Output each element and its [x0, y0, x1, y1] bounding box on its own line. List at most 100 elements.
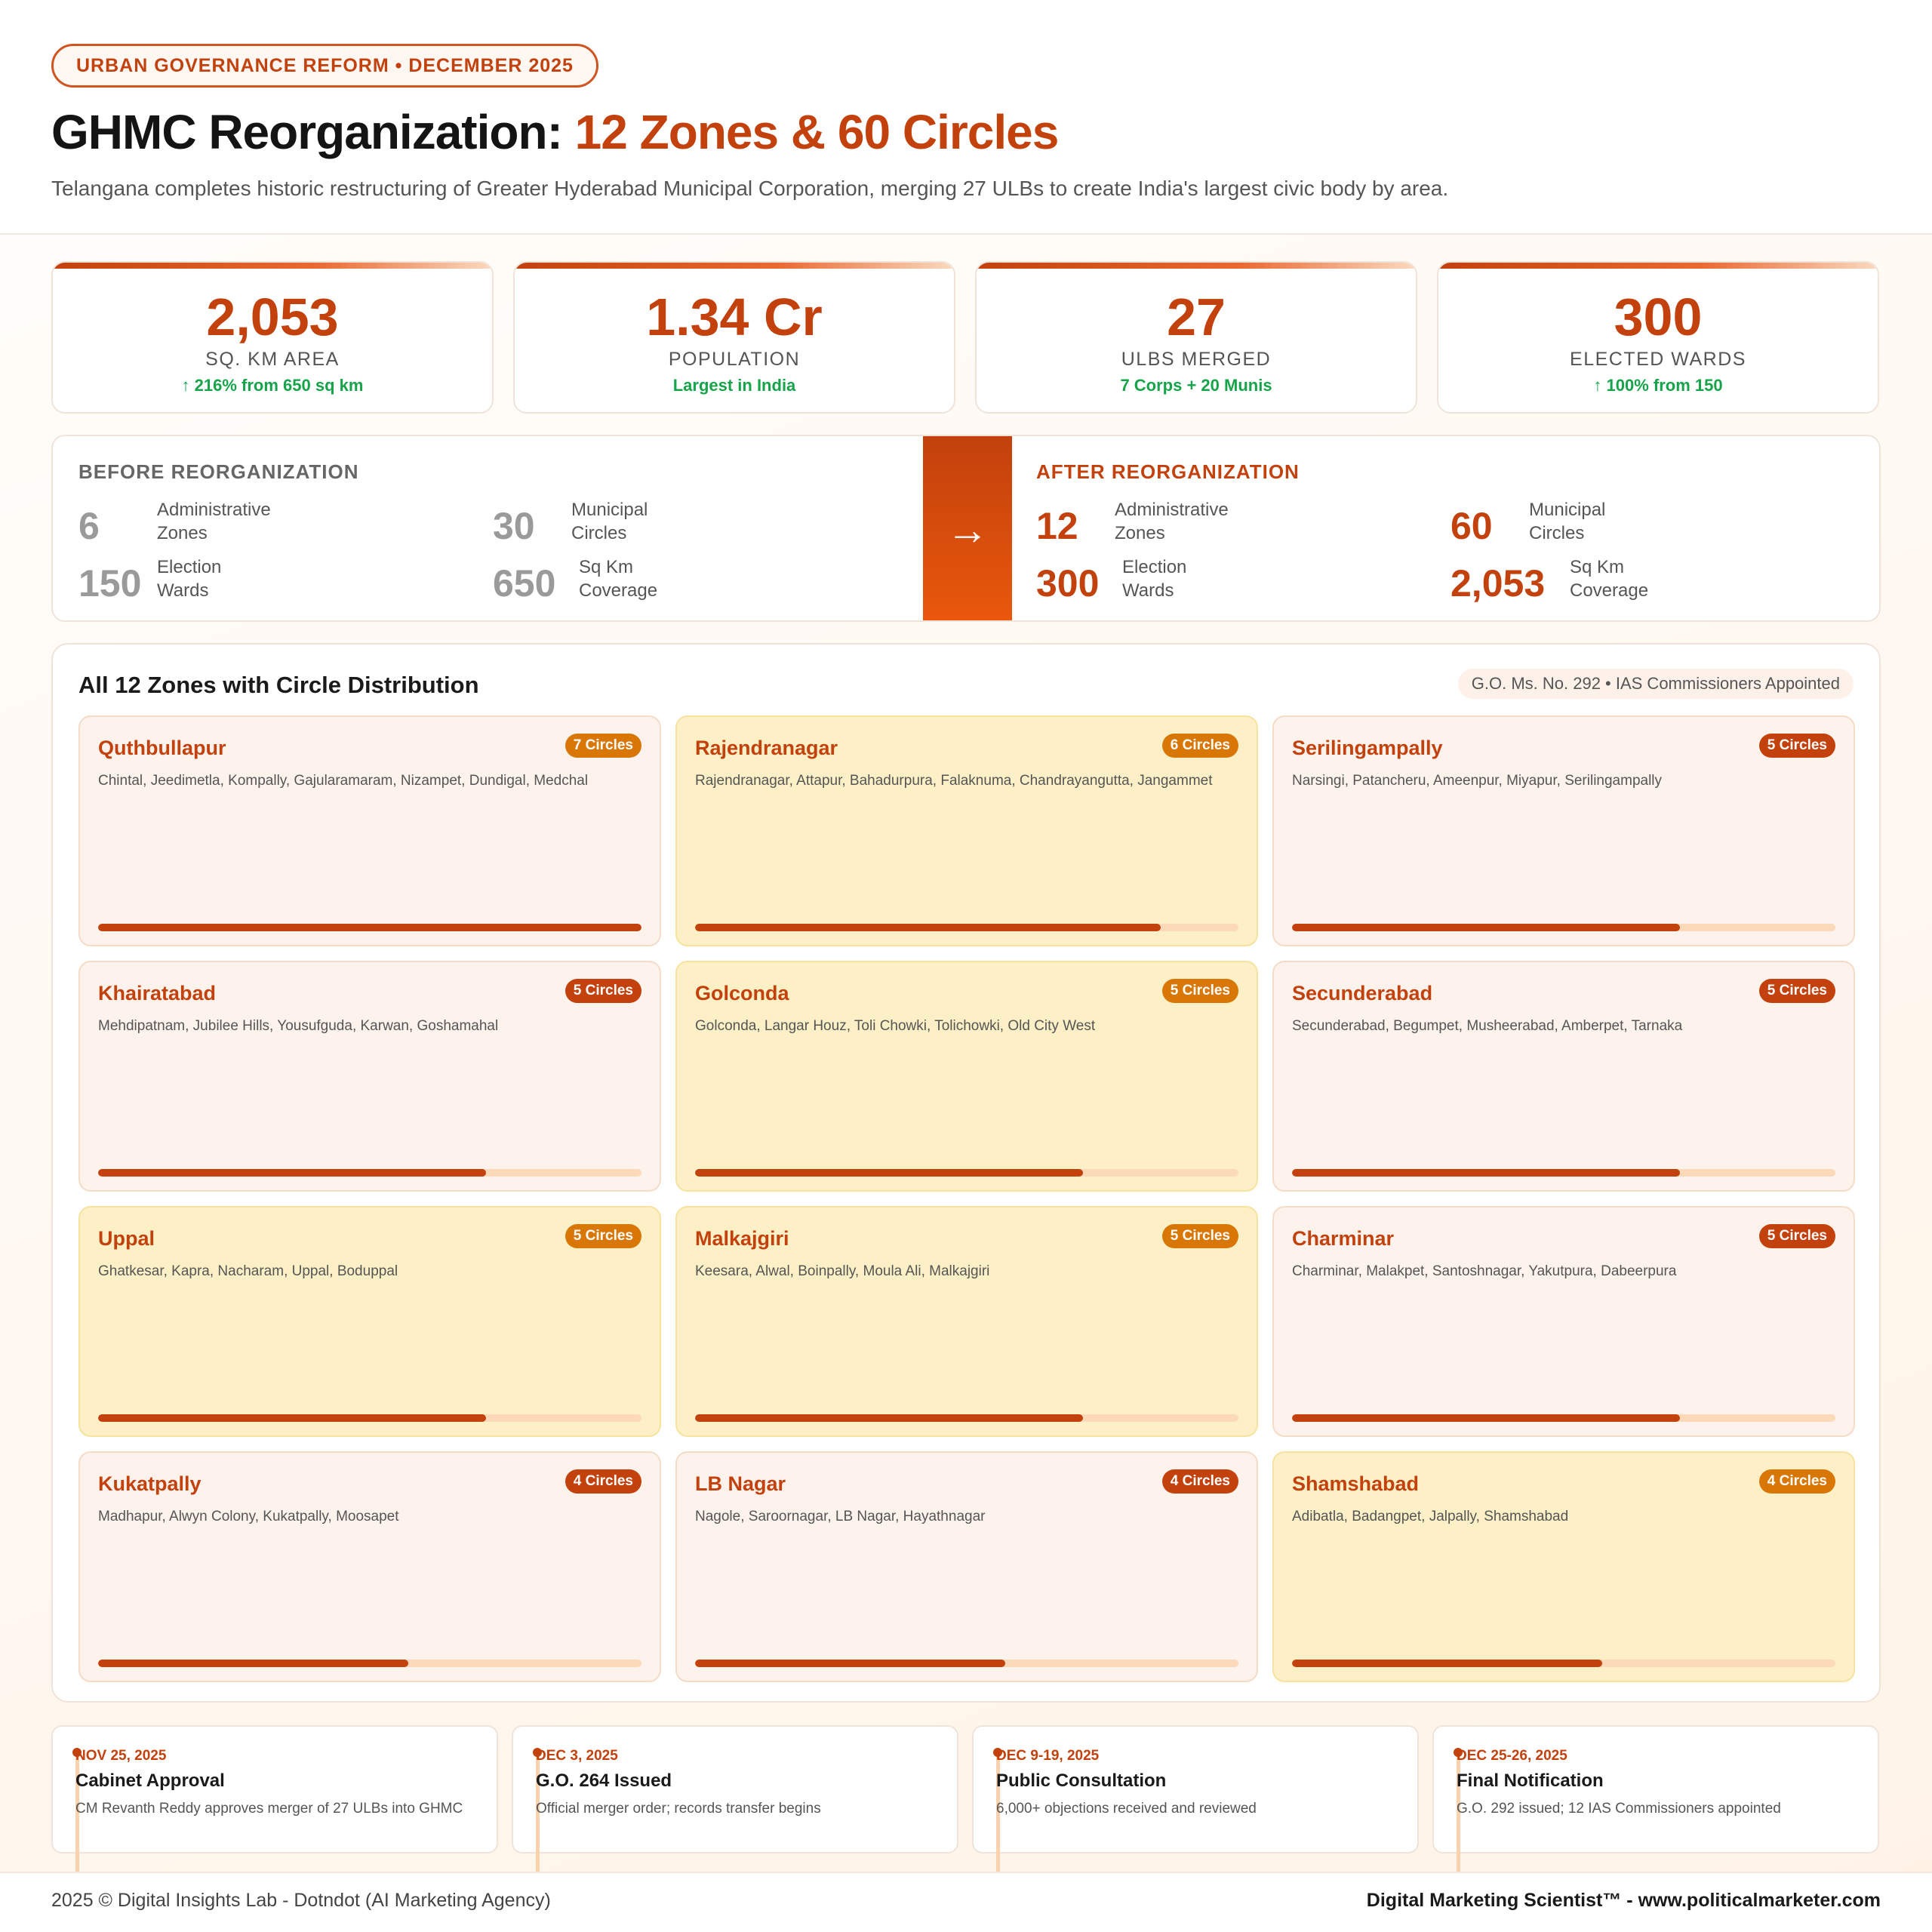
tagline-pill: URBAN GOVERNANCE REFORM • DECEMBER 2025 [51, 44, 598, 88]
timeline-event: Public Consultation [996, 1770, 1167, 1791]
circle-bar-track [695, 924, 1238, 931]
circle-bar-fill [98, 1414, 487, 1422]
circle-bar-fill [98, 1660, 409, 1667]
zone-card: Serilingampally 5 Circles Narsingi, Patanc… [1272, 715, 1855, 946]
circle-bar-fill [98, 924, 641, 931]
before-value: 150 [78, 562, 142, 605]
stat-value: 300 [1614, 288, 1703, 346]
circle-count-badge: 6 Circles [1161, 734, 1238, 758]
circle-count-badge: 4 Circles [1758, 1469, 1835, 1494]
zone-circles: Charminar, Malakpet, Santoshnagar, Yakut… [1292, 1263, 1677, 1279]
after-text: Sq Km Coverage [1570, 557, 1649, 601]
zone-name: Khairatabad [98, 982, 217, 1004]
zone-card: Quthbullapur 7 Circles Chintal, Jeedimetla… [78, 715, 661, 946]
stat-topbar [515, 263, 954, 269]
circle-bar-fill [695, 1169, 1084, 1177]
before-after-panel: BEFORE REORGANIZATION 6 Administrative Zo… [51, 435, 1881, 622]
circle-count-badge: 5 Circles [1758, 734, 1835, 758]
zone-card: Rajendranagar 6 Circles Rajendranagar, Att… [675, 715, 1258, 946]
page-title: GHMC Reorganization: 12 Zones & 60 Circl… [51, 104, 1060, 160]
zone-card: Shamshabad 4 Circles Adibatla, Badangpet, … [1272, 1451, 1855, 1682]
arrow-right-icon: → [923, 436, 1012, 620]
circle-bar-fill [98, 1169, 487, 1177]
circle-count-badge: 4 Circles [565, 1469, 641, 1494]
stat-card-area: 2,053 SQ. KM AREA ↑ 216% from 650 sq km [51, 261, 494, 414]
circle-bar-track [98, 924, 641, 931]
timeline-dot-icon [1454, 1748, 1463, 1757]
circle-bar-track [1292, 1414, 1835, 1422]
zone-card: Charminar 5 Circles Charminar, Malakpet, S… [1272, 1206, 1855, 1437]
footer-copyright: 2025 © Digital Insights Lab - Dotndot (A… [51, 1890, 551, 1911]
circle-bar-track [98, 1169, 641, 1177]
circle-count-badge: 5 Circles [1161, 1224, 1238, 1248]
timeline-dot-icon [533, 1748, 542, 1757]
circle-bar-fill [1292, 1169, 1681, 1177]
zone-circles: Madhapur, Alwyn Colony, Kukatpally, Moos… [98, 1509, 399, 1524]
stat-topbar [53, 263, 492, 269]
zone-name: Secunderabad [1292, 982, 1433, 1004]
stat-card-population: 1.34 Cr POPULATION Largest in India [513, 261, 955, 414]
circle-bar-fill [695, 1414, 1084, 1422]
stat-card-wards: 300 ELECTED WARDS ↑ 100% from 150 [1437, 261, 1879, 414]
before-heading: BEFORE REORGANIZATION [78, 460, 359, 483]
circle-bar-track [695, 1414, 1238, 1422]
zone-card: Khairatabad 5 Circles Mehdipatnam, Jubilee… [78, 961, 661, 1192]
timeline-event: Cabinet Approval [75, 1770, 225, 1791]
circle-count-badge: 7 Circles [565, 734, 641, 758]
before-value: 30 [493, 505, 535, 547]
timeline-dot-icon [993, 1748, 1002, 1757]
zone-name: Rajendranagar [695, 737, 838, 759]
zone-circles: Adibatla, Badangpet, Jalpally, Shamshaba… [1292, 1509, 1569, 1524]
circle-count-badge: 5 Circles [1758, 979, 1835, 1003]
before-text: Municipal Circles [571, 500, 648, 543]
stat-value: 2,053 [206, 288, 339, 346]
stat-topbar [977, 263, 1416, 269]
circle-bar-track [1292, 1169, 1835, 1177]
title-main: GHMC Reorganization: [51, 105, 575, 159]
zone-circles: Ghatkesar, Kapra, Nacharam, Uppal, Bodup… [98, 1263, 398, 1279]
after-value: 2,053 [1451, 562, 1546, 605]
stat-sub: 7 Corps + 20 Munis [1120, 376, 1272, 395]
timeline-event: G.O. 264 Issued [536, 1770, 672, 1791]
circle-bar-track [98, 1660, 641, 1667]
timeline-date: DEC 3, 2025 [536, 1748, 618, 1764]
timeline-desc: 6,000+ objections received and reviewed [996, 1801, 1257, 1817]
after-value: 300 [1036, 562, 1100, 605]
before-text: Sq Km Coverage [579, 557, 658, 601]
stat-label: SQ. KM AREA [205, 349, 340, 370]
zone-name: Charminar [1292, 1227, 1395, 1250]
zone-circles: Mehdipatnam, Jubilee Hills, Yousufguda, … [98, 1018, 499, 1034]
stat-label: ELECTED WARDS [1570, 349, 1746, 370]
timeline-date: NOV 25, 2025 [75, 1748, 167, 1764]
zone-name: Malkajgiri [695, 1227, 789, 1250]
before-value: 6 [78, 505, 100, 547]
title-accent: 12 Zones & 60 Circles [574, 105, 1060, 159]
circle-bar-fill [695, 1660, 1006, 1667]
timeline-card: DEC 3, 2025 G.O. 264 Issued Official merge… [512, 1725, 958, 1890]
before-text: Election Wards [157, 557, 222, 601]
zone-name: Shamshabad [1292, 1472, 1420, 1495]
zone-card: Malkajgiri 5 Circles Keesara, Alwal, Boinp… [675, 1206, 1258, 1437]
circle-count-badge: 5 Circles [565, 1224, 641, 1248]
timeline-line [996, 1751, 1000, 1890]
footer-brand: Digital Marketing Scientist™ - www.polit… [1366, 1890, 1881, 1911]
zone-card: Kukatpally 4 Circles Madhapur, Alwyn Colon… [78, 1451, 661, 1682]
timeline-card: DEC 25-26, 2025 Final Notification G.O. 29… [1432, 1725, 1879, 1890]
circle-bar-track [695, 1660, 1238, 1667]
after-value: 12 [1036, 505, 1078, 547]
after-text: Municipal Circles [1529, 500, 1606, 543]
after-text: Election Wards [1122, 557, 1187, 601]
zone-circles: Golconda, Langar Houz, Toli Chowki, Toli… [695, 1018, 1096, 1034]
timeline-desc: Official merger order; records transfer … [536, 1801, 821, 1817]
after-value: 60 [1451, 505, 1493, 547]
circle-bar-fill [1292, 1660, 1603, 1667]
timeline-dot-icon [72, 1748, 82, 1757]
timeline-date: DEC 9-19, 2025 [996, 1748, 1100, 1764]
stat-sub: ↑ 100% from 150 [1593, 376, 1723, 395]
zone-circles: Keesara, Alwal, Boinpally, Moula Ali, Ma… [695, 1263, 990, 1279]
circle-count-badge: 5 Circles [1758, 1224, 1835, 1248]
circle-count-badge: 5 Circles [1161, 979, 1238, 1003]
zone-card: Golconda 5 Circles Golconda, Langar Houz, … [675, 961, 1258, 1192]
zone-name: Kukatpally [98, 1472, 202, 1495]
